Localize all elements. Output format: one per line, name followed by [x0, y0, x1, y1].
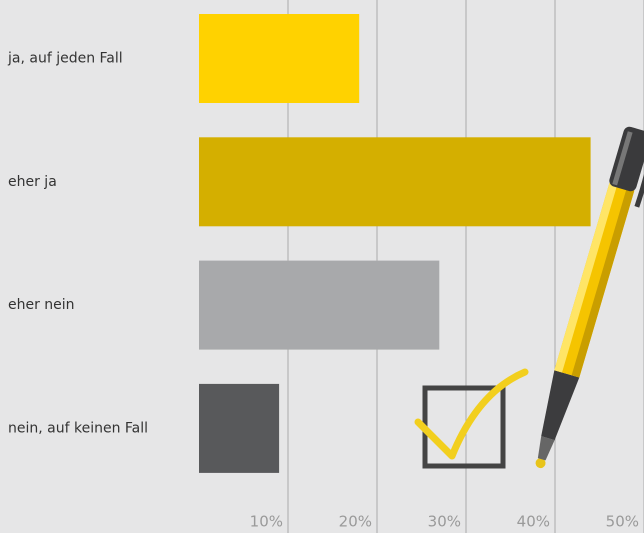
bar: [199, 261, 439, 350]
x-tick-label: 20%: [339, 513, 372, 531]
category-label: eher nein: [8, 297, 75, 313]
x-tick-label: 40%: [517, 513, 550, 531]
x-tick-label: 30%: [428, 513, 461, 531]
x-tick-label: 10%: [250, 513, 283, 531]
x-tick-label: 50%: [606, 513, 639, 531]
chart: 10% 20% 30% 40% 50% ja, auf jeden Fall eher ja…: [0, 0, 644, 533]
category-label: eher ja: [8, 174, 57, 190]
bar: [199, 14, 359, 103]
bar: [199, 384, 279, 473]
category-label: nein, auf keinen Fall: [8, 420, 148, 436]
category-label: ja, auf jeden Fall: [7, 51, 123, 67]
bar: [199, 137, 591, 226]
